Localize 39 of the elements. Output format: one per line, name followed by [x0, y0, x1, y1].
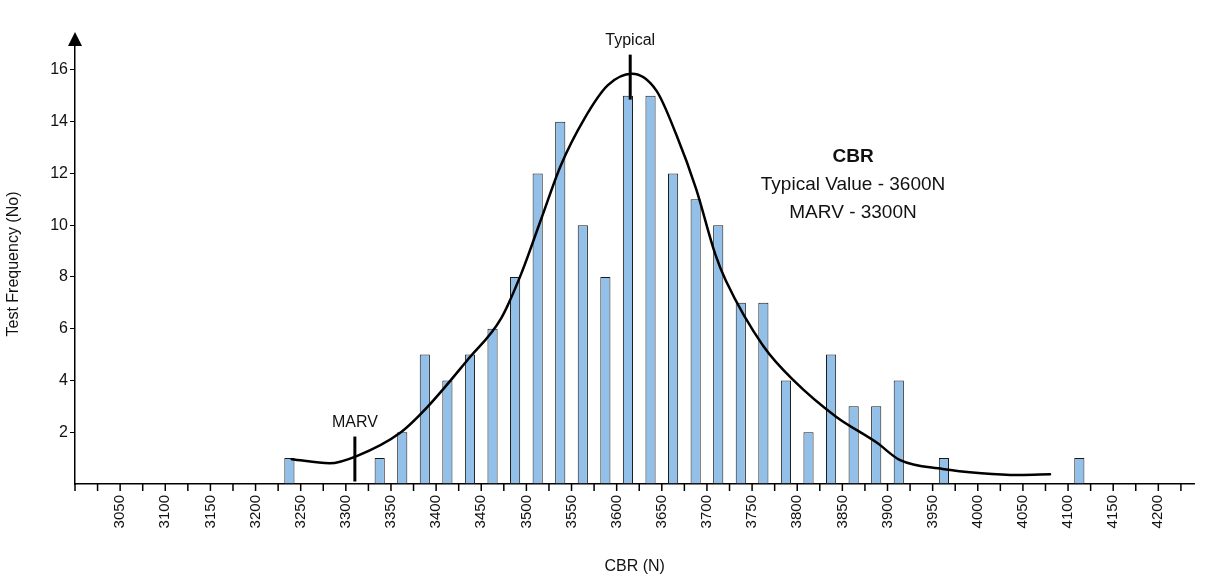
- y-axis-title: Test Frequency (No): [4, 191, 22, 337]
- x-tick-label: 3600: [606, 495, 624, 529]
- x-tick-label: 3700: [697, 495, 715, 529]
- annotation: CBR: [832, 145, 874, 167]
- x-tick-label: 3950: [922, 495, 940, 529]
- x-tick-label: 3450: [471, 495, 489, 529]
- y-tick-label: 6: [59, 319, 69, 337]
- x-tick-label: 4150: [1103, 495, 1121, 529]
- y-tick-label: 16: [50, 60, 69, 78]
- x-tick-label: 3850: [832, 495, 850, 529]
- x-tick-label: 3800: [787, 495, 805, 529]
- x-tick-label: 3200: [245, 495, 263, 529]
- x-tick-label: 3050: [110, 495, 128, 529]
- x-tick-label: 4200: [1148, 495, 1166, 529]
- x-tick-label: 3550: [561, 495, 579, 529]
- x-tick-label: 3100: [155, 495, 173, 529]
- y-tick-label: 12: [50, 163, 69, 181]
- x-tick-label: 3500: [516, 495, 534, 529]
- y-tick-label: 10: [50, 215, 69, 233]
- x-tick-label: 3300: [335, 495, 353, 529]
- x-tick-label: 3250: [290, 495, 308, 529]
- y-tick-label: 2: [59, 422, 69, 440]
- x-tick-label: 3350: [381, 495, 399, 529]
- y-tick-label: 8: [59, 267, 69, 285]
- ref-line-label: Typical: [605, 31, 656, 49]
- x-tick-label: 4050: [1013, 495, 1031, 529]
- annotation: Typical Value - 3600N: [760, 173, 946, 195]
- x-tick-label: 3750: [742, 495, 760, 529]
- x-axis-title: CBR (N): [604, 556, 665, 574]
- y-tick-label: 4: [59, 370, 69, 388]
- x-tick-label: 4100: [1058, 495, 1076, 529]
- ref-line-label: MARV: [331, 412, 379, 430]
- x-tick-label: 3150: [200, 495, 218, 529]
- x-tick-label: 3400: [426, 495, 444, 529]
- x-tick-label: 4000: [967, 495, 985, 529]
- annotation: MARV - 3300N: [789, 201, 917, 223]
- x-tick-label: 3900: [877, 495, 895, 529]
- y-tick-label: 14: [50, 112, 69, 130]
- x-tick-label: 3650: [651, 495, 669, 529]
